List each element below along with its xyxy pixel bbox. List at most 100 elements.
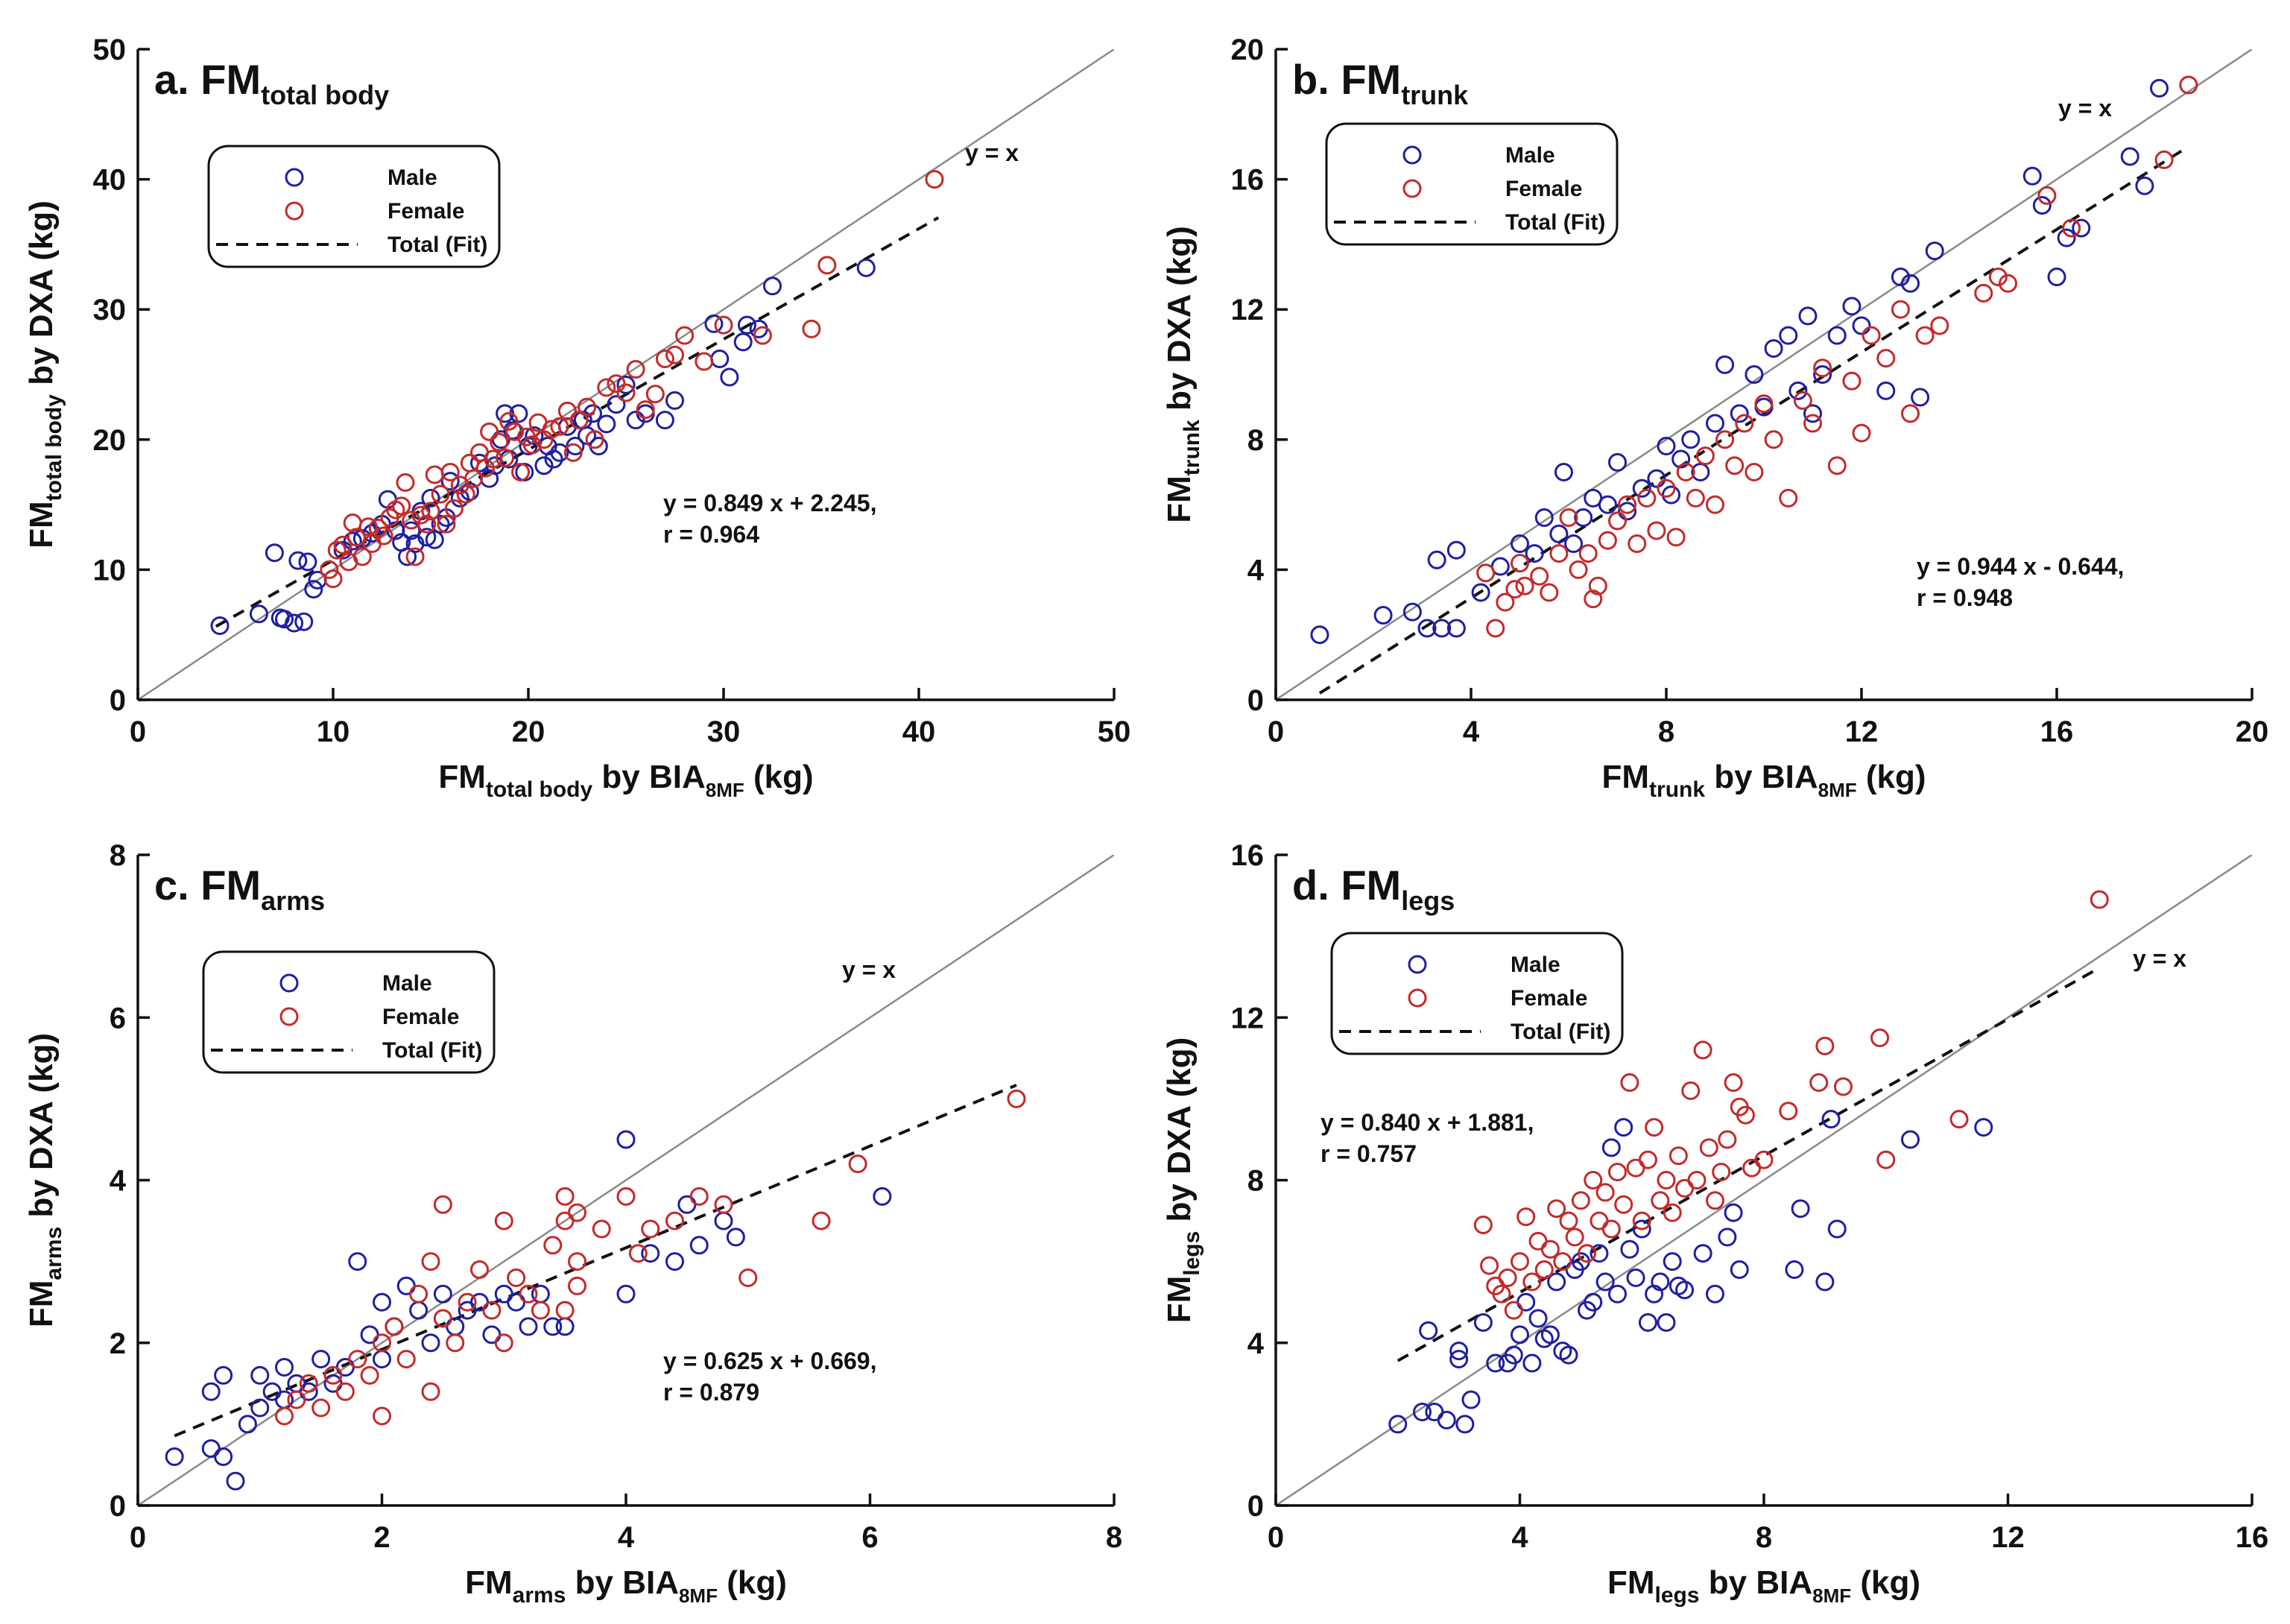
data-point-male	[873, 1187, 892, 1206]
x-tick-label: 2	[373, 1521, 390, 1554]
data-point-male	[1432, 619, 1452, 638]
legend-label-fit: Total (Fit)	[1505, 210, 1605, 235]
data-point-male	[1486, 1353, 1505, 1373]
series-female	[1476, 75, 2198, 638]
data-point-female	[1735, 414, 1754, 433]
data-point-female	[1608, 511, 1627, 531]
data-point-male	[1564, 534, 1584, 553]
data-point-female	[1608, 1163, 1627, 1182]
data-point-female	[1915, 326, 1935, 345]
data-point-male	[1764, 339, 1783, 358]
data-point-male	[525, 426, 544, 446]
data-point-female	[358, 517, 378, 537]
data-point-male	[1901, 1130, 1920, 1149]
data-point-female	[2154, 150, 2174, 169]
data-point-female	[1498, 1268, 1517, 1287]
data-point-male	[1449, 1342, 1469, 1361]
x-tick-label: 4	[1463, 715, 1480, 748]
data-point-female	[1620, 1073, 1639, 1093]
data-point-male	[1584, 1292, 1603, 1312]
data-point-female	[1007, 1089, 1026, 1108]
data-point-female	[616, 1187, 636, 1206]
x-tick-label: 4	[1511, 1521, 1528, 1554]
data-point-female	[802, 319, 821, 338]
data-point-male	[1590, 1244, 1609, 1263]
data-point-male	[1528, 1309, 1548, 1328]
data-point-male	[249, 604, 268, 624]
data-point-female	[360, 1365, 379, 1385]
data-point-male	[607, 395, 626, 414]
data-point-male	[1785, 1260, 1804, 1280]
legend-label-fit: Total (Fit)	[1511, 1020, 1610, 1044]
fit-correlation: r = 0.757	[1320, 1140, 1417, 1167]
data-point-male	[1974, 1118, 1993, 1137]
data-point-male	[250, 1365, 270, 1385]
data-point-male	[1559, 1345, 1578, 1365]
fit-correlation: r = 0.948	[1917, 584, 2013, 611]
data-point-female	[1565, 1228, 1584, 1247]
data-point-male	[1745, 365, 1764, 384]
data-point-female	[1687, 1171, 1707, 1189]
data-point-male	[214, 1365, 233, 1385]
data-point-female	[1930, 316, 1949, 335]
data-point-male	[275, 1357, 294, 1377]
data-point-male	[1691, 462, 1710, 481]
data-point-female	[641, 1219, 660, 1239]
data-point-female	[1779, 1102, 1798, 1121]
data-point-male	[1693, 1244, 1712, 1263]
fit-correlation: r = 0.964	[663, 521, 759, 548]
legend-marker-female	[1408, 988, 1427, 1008]
data-point-female	[1638, 1150, 1657, 1169]
data-point-male	[1446, 619, 1466, 638]
data-point-male	[238, 1415, 257, 1434]
legend-box	[207, 145, 501, 268]
data-point-male	[1608, 452, 1627, 472]
data-point-female	[628, 1244, 648, 1263]
data-point-female	[1504, 1301, 1523, 1320]
data-point-female	[1663, 1203, 1682, 1222]
data-point-female	[1559, 1211, 1578, 1230]
data-point-female	[1715, 430, 1735, 449]
data-point-male	[1310, 625, 1329, 645]
data-point-female	[460, 453, 479, 473]
data-point-female	[446, 1333, 465, 1353]
data-point-male	[2150, 78, 2169, 98]
data-point-female	[323, 569, 343, 589]
data-point-female	[1549, 544, 1569, 563]
data-point-male	[210, 616, 230, 635]
data-point-female	[675, 326, 695, 345]
data-point-male	[1724, 1203, 1743, 1222]
x-tick-label: 20	[2236, 715, 2269, 748]
data-point-male	[1540, 1325, 1560, 1345]
data-point-male	[1549, 524, 1569, 543]
data-point-female	[1891, 300, 1910, 319]
data-point-female	[1949, 1110, 1969, 1129]
data-point-female	[1492, 1284, 1511, 1304]
y-tick-label: 12	[1231, 1002, 1265, 1034]
y-tick-label: 0	[1247, 684, 1264, 717]
data-point-male	[348, 1252, 367, 1271]
fit-line	[215, 216, 940, 628]
panel-a: 0 10 20 30 40 50 0 10 20 30 40 50 a. FMtotal body FMt…	[23, 34, 1130, 802]
x-axis-label: FMarms by BIA8MF (kg)	[465, 1564, 787, 1608]
data-point-female	[1480, 1256, 1499, 1275]
x-tick-label: 0	[130, 715, 146, 748]
y-tick-label: 20	[1231, 34, 1265, 66]
data-point-female	[738, 1268, 758, 1287]
data-point-female	[327, 540, 347, 560]
data-point-female	[550, 417, 569, 436]
data-point-male	[1461, 1390, 1481, 1409]
data-point-female	[507, 1268, 526, 1287]
fit-equation: y = 0.944 x - 0.644,	[1917, 553, 2124, 580]
data-point-male	[1446, 540, 1466, 560]
data-point-male	[1425, 1403, 1444, 1422]
data-point-male	[1715, 355, 1735, 374]
data-point-male	[1788, 381, 1808, 400]
legend-marker-female	[285, 201, 304, 221]
x-tick-label: 50	[1098, 715, 1131, 748]
identity-line	[138, 855, 1114, 1505]
data-point-female	[522, 435, 542, 455]
legend: Male Female Total (Fit)	[1330, 932, 1624, 1055]
data-point-female	[578, 397, 597, 417]
data-point-female	[1803, 414, 1822, 433]
